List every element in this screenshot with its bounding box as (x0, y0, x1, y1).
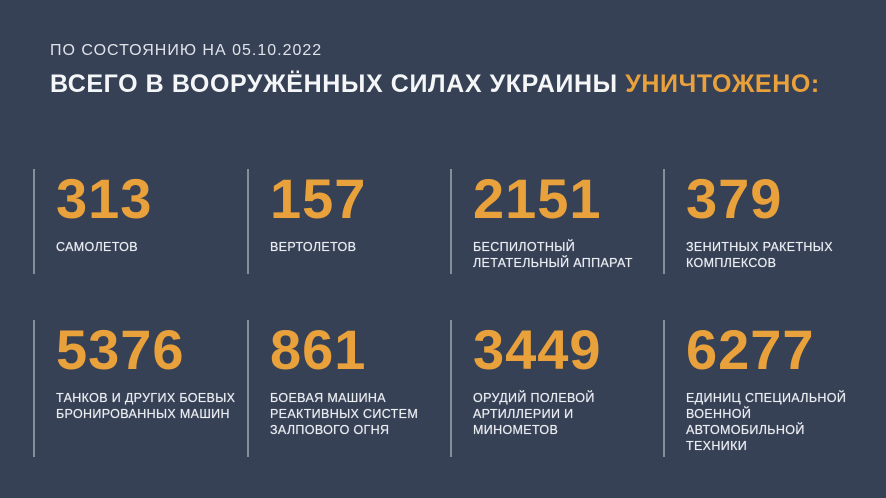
stat-value: 3449 (473, 317, 602, 381)
stat-card-mlrs: 861 БОЕВАЯ МАШИНА РЕАКТИВНЫХ СИСТЕМ ЗАЛП… (247, 317, 450, 457)
stat-value: 861 (270, 317, 367, 381)
date-line: ПО СОСТОЯНИЮ НА 05.10.2022 (50, 42, 323, 59)
stat-value: 313 (56, 167, 153, 231)
stat-card-helicopters: 157 ВЕРТОЛЕТОВ (247, 169, 450, 274)
stat-value: 6277 (686, 317, 815, 381)
stats-grid: 313 САМОЛЕТОВ 157 ВЕРТОЛЕТОВ 2151 БЕСПИЛ… (33, 169, 863, 457)
page-title-accent: УНИЧТОЖЕНО: (625, 70, 820, 99)
stat-label: ЗЕНИТНЫХ РАКЕТНЫХ КОМПЛЕКСОВ (686, 240, 833, 271)
stat-label: БЕСПИЛОТНЫЙ ЛЕТАТЕЛЬНЫЙ АППАРАТ (473, 240, 633, 271)
stat-card-military-vehicles: 6277 ЕДИНИЦ СПЕЦИАЛЬНОЙ ВОЕННОЙ АВТОМОБИ… (663, 317, 863, 457)
stat-card-artillery: 3449 ОРУДИЙ ПОЛЕВОЙ АРТИЛЛЕРИИ И МИНОМЕТ… (450, 317, 663, 457)
stat-label: ЕДИНИЦ СПЕЦИАЛЬНОЙ ВОЕННОЙ АВТОМОБИЛЬНОЙ… (686, 390, 847, 454)
stat-card-uav: 2151 БЕСПИЛОТНЫЙ ЛЕТАТЕЛЬНЫЙ АППАРАТ (450, 169, 663, 274)
stat-value: 5376 (56, 317, 185, 381)
stat-label: ОРУДИЙ ПОЛЕВОЙ АРТИЛЛЕРИИ И МИНОМЕТОВ (473, 390, 595, 438)
page-title-main: ВСЕГО В ВООРУЖЁННЫХ СИЛАХ УКРАИНЫ (50, 70, 626, 99)
stat-value: 379 (686, 167, 783, 231)
stat-label: БОЕВАЯ МАШИНА РЕАКТИВНЫХ СИСТЕМ ЗАЛПОВОГ… (270, 390, 419, 438)
stat-label: ТАНКОВ И ДРУГИХ БОЕВЫХ БРОНИРОВАННЫХ МАШ… (56, 390, 236, 421)
page-title: ВСЕГО В ВООРУЖЁННЫХ СИЛАХ УКРАИНЫ УНИЧТО… (0, 69, 886, 99)
stat-value: 157 (270, 167, 367, 231)
stat-card-sam-systems: 379 ЗЕНИТНЫХ РАКЕТНЫХ КОМПЛЕКСОВ (663, 169, 863, 274)
stat-label: САМОЛЕТОВ (56, 240, 138, 255)
stat-card-aircraft: 313 САМОЛЕТОВ (33, 169, 247, 274)
stat-value: 2151 (473, 167, 602, 231)
stat-card-tanks: 5376 ТАНКОВ И ДРУГИХ БОЕВЫХ БРОНИРОВАННЫ… (33, 317, 247, 457)
stat-label: ВЕРТОЛЕТОВ (270, 240, 357, 255)
